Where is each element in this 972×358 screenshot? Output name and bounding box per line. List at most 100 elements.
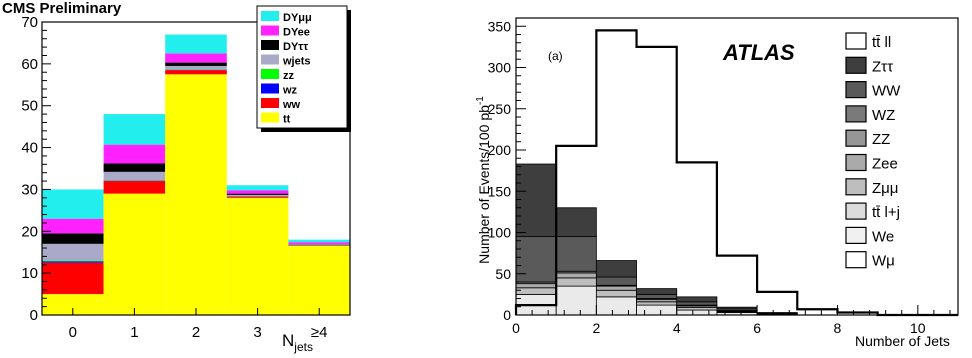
bar-wz [42,261,104,263]
y-tick-label: 30 [21,181,38,198]
y-tick-label: 0 [503,307,511,323]
x-tick-label: 2 [192,324,200,341]
bar-ww [42,262,104,295]
cms-plot-area: 0 1 2 3 ≥4 0 10 20 30 40 50 60 70 [21,14,351,341]
legend-swatch [261,25,279,36]
y-tick-label: 60 [21,56,38,73]
y-tick-label: 20 [21,223,38,240]
bar-z- [555,277,597,287]
legend-label: tt̄ ll [872,34,891,51]
bar-ww [636,293,678,299]
x-tick-label: 2 [592,320,600,336]
x-tick-label: 0 [512,320,520,336]
x-tick-label: 4 [673,320,681,336]
bar-dyττ [42,233,104,244]
bar-z- [676,296,718,303]
legend-label: ww [282,99,301,111]
signal-histogram-line [514,29,958,317]
bar-z- [756,312,798,314]
bar-zee [515,283,557,289]
bar-wjets [226,194,289,197]
y-tick-label: 350 [488,18,512,34]
bar-tt [226,197,289,315]
y-tick-label: 40 [21,140,38,157]
bar-dyμμ [42,189,104,219]
y-tick-label: 250 [488,101,512,117]
legend-swatch [261,98,279,108]
legend-swatch [845,178,867,196]
legend-swatch [845,153,867,172]
bar-wjets [165,65,227,70]
legend-label: DYττ [283,41,308,53]
legend-swatch [261,54,279,65]
bar-dyee [165,53,227,63]
x-tick-label: 8 [834,320,842,336]
y-tick-label: 50 [495,266,511,282]
bar-dyττ [226,193,289,195]
bar-ww [676,301,718,306]
legend-swatch [845,202,867,220]
legend-label: Zμμ [872,180,898,197]
bar-dyμμ [165,34,227,54]
bar-z- [595,260,637,278]
bar-wjets [288,244,350,246]
legend-swatch [845,32,867,50]
bar-tt-l-j [555,285,597,316]
y-tick-label: 200 [488,142,512,158]
plot-frame [41,21,351,316]
bar-tt [42,294,104,315]
bar-wjets [42,243,104,261]
cms-chart: CMS Preliminary 0 1 2 3 ≥4 0 10 20 30 40 50 60 70 DY… [2,0,351,354]
legend-label: WZ [872,107,895,124]
legend-label: ZZ [872,131,890,148]
y-tick-label: 0 [30,307,38,324]
x-tick-label: 3 [253,324,261,341]
legend-label: wz [282,85,298,97]
atlas-y-axis-label-main: Number of Events/100 pb [476,105,492,264]
legend-label: Wμ [872,253,895,270]
legend-swatch [261,11,279,21]
cms-chart-title: CMS Preliminary [2,0,122,17]
bar-tt [103,193,166,315]
bar-z- [515,163,557,238]
bar-z- [636,301,678,306]
bar-tt-l-j [676,309,718,316]
bar-z- [636,288,678,295]
x-tick-label: 10 [910,320,926,336]
bar-ww [555,236,597,272]
cms-x-axis-label-sub: jets [293,340,313,354]
bar-dyee [103,144,166,164]
bar-zee [595,285,637,291]
bar-dyμμ [226,185,289,191]
bar-z- [515,287,557,295]
y-tick-label: 10 [21,265,38,282]
legend-label: zz [283,70,295,82]
bar-dyττ [103,163,166,172]
legend-label: We [872,228,894,245]
y-tick-label: 300 [488,60,512,76]
y-tick-label: 50 [21,98,38,115]
y-tick-label: 150 [488,183,512,199]
legend-swatch [261,69,279,79]
legend-swatch [845,251,867,269]
bar-tt-l-j [595,296,637,316]
x-tick-label: 1 [130,324,138,341]
bar-dyμμ [288,239,350,243]
atlas-y-axis-label: Number of Events/100 pb-1 [475,96,492,264]
bar-tt [288,245,350,315]
bar-ww [103,181,166,194]
bar-ww [165,70,227,75]
bar-dyee [226,190,289,194]
bar-ww [515,236,557,283]
cms-x-axis-label: Njets [282,331,313,354]
atlas-x-axis-label: Number of Jets [855,333,950,349]
bar-wjets [103,171,166,181]
bar-z- [595,289,637,298]
legend-swatch [261,112,279,123]
legend-label: tt̄ l+j [872,204,900,221]
legend-label: tt [283,114,291,126]
bar-ww [595,276,637,286]
bar-dyee [288,242,350,244]
legend-swatch [845,226,867,244]
